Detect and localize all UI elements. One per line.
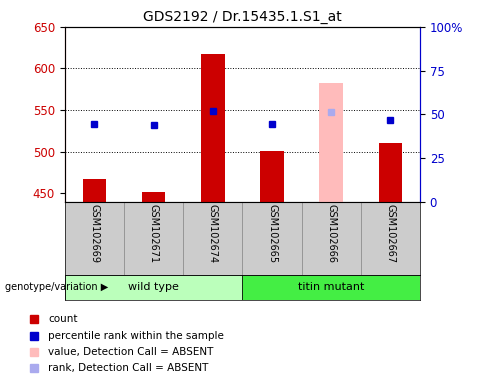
Text: rank, Detection Call = ABSENT: rank, Detection Call = ABSENT (48, 363, 208, 373)
Text: count: count (48, 314, 77, 324)
Bar (201, 53, 225, 202)
Bar (242, 275, 420, 300)
Text: GSM102667: GSM102667 (385, 204, 396, 263)
Text: percentile rank within the sample: percentile rank within the sample (48, 331, 224, 341)
Bar (83, 179, 106, 202)
Text: GSM102671: GSM102671 (149, 204, 158, 263)
Text: GSM102666: GSM102666 (326, 204, 336, 263)
Bar (65, 275, 242, 300)
Text: value, Detection Call = ABSENT: value, Detection Call = ABSENT (48, 347, 214, 357)
Bar (260, 151, 284, 202)
Bar (379, 142, 402, 202)
Text: GSM102674: GSM102674 (208, 204, 218, 263)
Text: wild type: wild type (128, 282, 179, 292)
Text: titin mutant: titin mutant (298, 282, 364, 292)
Bar (142, 192, 166, 202)
Text: GSM102669: GSM102669 (89, 204, 99, 263)
Bar (319, 83, 343, 202)
Text: genotype/variation ▶: genotype/variation ▶ (5, 282, 108, 292)
Text: GSM102665: GSM102665 (267, 204, 277, 263)
Title: GDS2192 / Dr.15435.1.S1_at: GDS2192 / Dr.15435.1.S1_at (143, 10, 342, 25)
